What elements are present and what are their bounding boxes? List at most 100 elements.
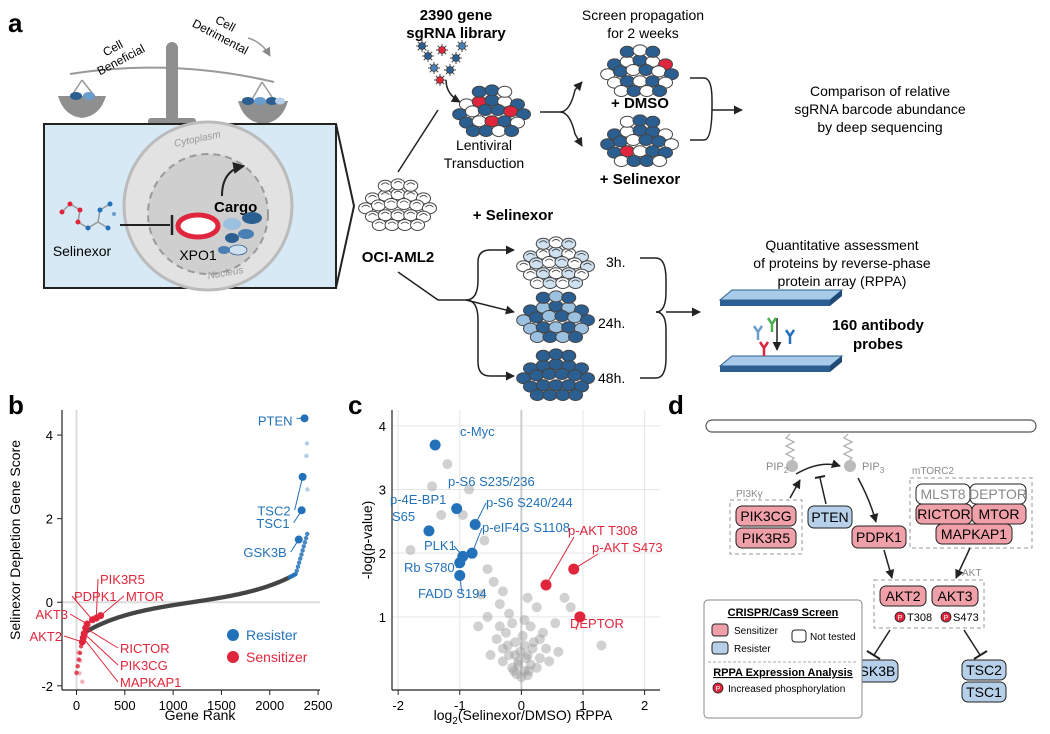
legend-resister-label: Resister	[246, 627, 298, 643]
pten-node	[807, 505, 853, 529]
selinexor-cell	[632, 114, 648, 127]
oci-cell	[371, 219, 387, 231]
akt3-label: AKT3	[937, 588, 972, 604]
pik3cg-label: PIK3CG	[740, 508, 791, 524]
phospho-s473-mark: P	[944, 615, 949, 622]
panel-label-a: a	[8, 8, 23, 38]
oci-cell	[377, 179, 393, 192]
c-probe-point	[476, 589, 487, 600]
transduced-cell	[491, 125, 507, 137]
c-probe-point	[494, 599, 505, 610]
c-ytick-label: 1	[379, 610, 386, 625]
lentivirus-icon	[416, 40, 468, 86]
b-outlier-point	[304, 453, 309, 459]
b-resister-leader	[293, 510, 303, 524]
b-xtick-label: 0	[73, 698, 80, 713]
c-probe-point	[482, 611, 493, 622]
c-probe-point	[507, 662, 518, 673]
oci-cell	[397, 219, 413, 231]
mtorc2-to-akt-arrow	[955, 547, 971, 579]
selinexor-label: Selinexor	[53, 243, 112, 259]
h24-cell	[541, 310, 557, 322]
d-legend-not-tested-swatch	[791, 629, 807, 643]
c-decreased-leader	[459, 575, 463, 595]
c-probe-point	[504, 608, 515, 619]
c-probe-point	[534, 634, 545, 645]
arrow-to-rppa	[397, 271, 439, 301]
cells-48h-icon	[516, 348, 595, 401]
panel-label-b: b	[8, 390, 24, 420]
mtorc2-label: mTORC2	[912, 466, 954, 477]
selinexor-cells-icon	[600, 114, 679, 167]
h48-cell	[541, 368, 557, 380]
c-decreased-label: p-4E-BP1 S65	[390, 492, 446, 524]
h24-cell	[548, 321, 564, 334]
h24-cell	[535, 321, 551, 334]
c-probe-point	[482, 564, 493, 575]
antibody-line1: 160 antibody	[832, 317, 924, 334]
b-sensitizer-leader	[82, 637, 119, 683]
pik3r5-label: PIK3R5	[742, 530, 790, 546]
mlst8-label: MLST8	[920, 486, 965, 502]
zoom-bracket	[335, 123, 356, 289]
oci-cell	[403, 209, 419, 222]
c-ytick-label: 2	[379, 546, 386, 561]
c-probe-point	[544, 656, 555, 667]
propagation-line1: Screen propagation	[582, 7, 704, 23]
xpo1-ring	[175, 212, 221, 240]
h48-cell	[568, 389, 584, 401]
c-probe-point	[436, 510, 447, 520]
b-gene-point	[301, 544, 306, 549]
selinexor-cell	[652, 155, 668, 167]
b-resister-leader	[290, 539, 300, 553]
c-probe-point	[515, 646, 526, 657]
c-decreased-label: p-S6 S240/244	[486, 495, 573, 510]
h48-cell	[548, 379, 564, 392]
arrow-to-transduction	[397, 109, 439, 173]
arrow-to-dmso	[540, 81, 583, 113]
h48-cell	[561, 379, 577, 392]
akt-tsc-inhibit-bar	[973, 650, 988, 660]
b-sensitizer-leader	[63, 635, 83, 643]
selinexor-cell	[645, 115, 661, 128]
h48-cell	[554, 368, 570, 380]
oci-cell	[410, 219, 426, 231]
akt2-label: AKT2	[885, 588, 920, 604]
arrow-to-3h	[438, 245, 515, 301]
c-probe-point	[427, 481, 438, 492]
cell-detrimental-label: Cell Detrimental	[190, 4, 257, 58]
b-resister-leader	[294, 476, 304, 511]
pip2-head-icon	[786, 460, 798, 472]
c-probe-point	[500, 627, 511, 638]
h24-cell	[548, 290, 564, 303]
selinexor-arm-label: + Selinexor	[600, 171, 681, 188]
transduced-cell	[490, 104, 506, 116]
b-gene-point	[294, 568, 300, 573]
c-decreased-point	[451, 503, 463, 515]
c-xtick-label: -2	[392, 698, 404, 713]
h24-cell	[535, 291, 551, 304]
d-legend-not-tested: Not tested	[810, 632, 856, 643]
b-outlier-point	[77, 671, 82, 676]
legend-sensitizer-label: Sensitizer	[246, 649, 308, 665]
c-probe-point	[479, 535, 490, 546]
transduced-cell	[497, 115, 513, 128]
xpo1-label: XPO1	[179, 247, 217, 263]
h24-cell	[555, 331, 571, 343]
h3-cell	[561, 237, 577, 250]
c-probe-point	[513, 656, 524, 667]
c-probe-point	[464, 484, 475, 495]
b-xtick-label: 500	[114, 698, 136, 713]
virus-particle	[444, 64, 456, 76]
mapkap1-node	[935, 523, 1013, 545]
mtorc2-box	[909, 477, 1033, 549]
transduced-cell	[477, 104, 493, 116]
pdpk1-to-akt-arrow	[883, 549, 895, 579]
c-increased-leader	[545, 536, 575, 586]
b-outlier-point	[78, 658, 83, 663]
selinexor-cell	[619, 145, 635, 158]
pip2-tail-icon	[784, 433, 796, 463]
pip2-label: PIP2	[766, 461, 789, 475]
antibody-icon	[752, 317, 796, 356]
